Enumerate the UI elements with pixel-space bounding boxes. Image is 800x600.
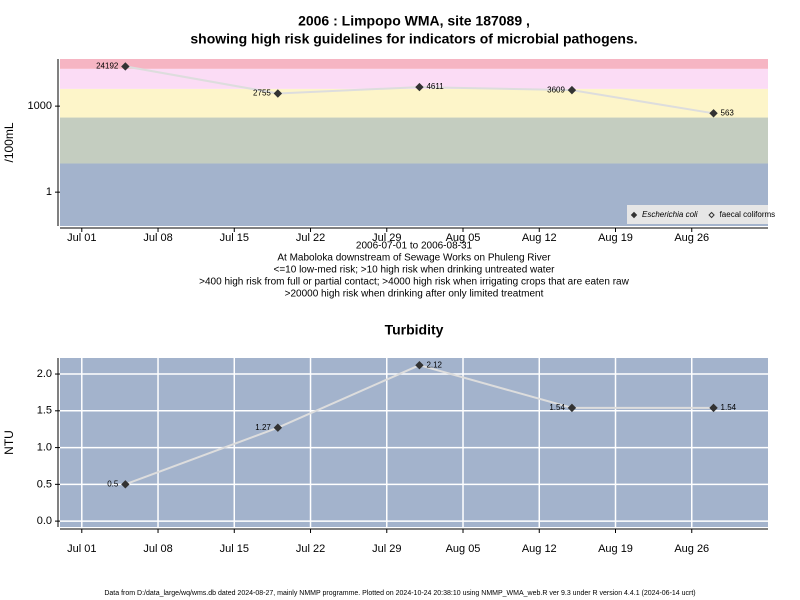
data-label: 3609 <box>547 85 565 94</box>
data-label: 2.12 <box>426 360 442 369</box>
risk-band <box>60 117 768 164</box>
x-tick-label: Aug 12 <box>522 232 557 244</box>
data-point <box>273 89 283 98</box>
risk-band <box>60 59 768 69</box>
x-tick-label: Jul 15 <box>220 543 249 555</box>
data-point <box>415 360 424 370</box>
y-tick-label: 1 <box>46 186 52 198</box>
y-tick-label: 1.5 <box>37 405 52 417</box>
risk-band <box>60 68 768 89</box>
x-tick-label: Jul 29 <box>372 543 401 555</box>
risk-band <box>60 88 768 118</box>
note: At Maboloka downstream of Sewage Works o… <box>277 253 551 264</box>
legend-label: faecal coliforms <box>720 210 776 219</box>
y-axis-label: NTU <box>2 430 16 455</box>
x-tick-label: Aug 12 <box>522 543 557 555</box>
note: 2006-07-01 to 2006-08-31 <box>356 241 473 252</box>
legend-box <box>627 205 768 224</box>
note: <=10 low-med risk; >10 high risk when dr… <box>274 265 556 276</box>
note: >400 high risk from full or partial cont… <box>199 277 629 288</box>
chart-title: Turbidity <box>385 322 444 338</box>
data-point <box>415 82 424 92</box>
y-tick-label: 1000 <box>28 100 52 112</box>
x-tick-label: Aug 26 <box>674 232 709 244</box>
x-tick-label: Jul 22 <box>296 543 325 555</box>
x-tick-label: Jul 01 <box>67 232 96 244</box>
y-axis-label: /100mL <box>2 122 16 162</box>
plot-background <box>60 358 768 527</box>
y-tick-label: 2.0 <box>37 368 52 380</box>
legend-marker <box>630 211 638 219</box>
chart-title: 2006 : Limpopo WMA, site 187089 , <box>298 13 530 29</box>
data-label: 4611 <box>426 82 444 91</box>
note: >20000 high risk when drinking after onl… <box>285 289 544 300</box>
data-label: 1.27 <box>255 423 271 432</box>
legend-label: Escherichia coli <box>642 210 698 219</box>
x-tick-label: Aug 19 <box>598 543 633 555</box>
x-tick-label: Jul 22 <box>296 232 325 244</box>
x-tick-label: Aug 19 <box>598 232 633 244</box>
data-point <box>567 85 577 95</box>
data-point <box>121 480 130 489</box>
y-tick-label: 1.0 <box>37 441 52 453</box>
data-label: 1.54 <box>549 403 565 412</box>
legend-marker <box>708 211 715 219</box>
x-tick-label: Aug 05 <box>446 232 481 244</box>
x-tick-label: Jul 15 <box>220 232 249 244</box>
x-tick-label: Aug 26 <box>674 543 709 555</box>
data-point <box>273 423 283 432</box>
data-label: 1.54 <box>721 403 737 412</box>
data-point <box>567 403 577 413</box>
data-label: 2755 <box>253 89 271 98</box>
x-tick-label: Jul 08 <box>143 232 172 244</box>
data-point <box>709 109 718 118</box>
data-label: 0.5 <box>107 479 119 488</box>
chart-title: showing high risk guidelines for indicat… <box>190 31 637 47</box>
data-label: 24192 <box>96 62 119 71</box>
x-tick-label: Jul 29 <box>372 232 401 244</box>
x-tick-label: Jul 01 <box>67 543 96 555</box>
y-tick-label: 0.0 <box>37 515 52 527</box>
data-point <box>709 403 718 413</box>
x-tick-label: Jul 08 <box>143 543 172 555</box>
data-point <box>121 62 130 71</box>
data-label: 563 <box>721 108 735 117</box>
footer: Data from D:/data_large/wq/wms.db dated … <box>104 590 695 597</box>
y-tick-label: 0.5 <box>37 478 52 490</box>
x-tick-label: Aug 05 <box>446 543 481 555</box>
